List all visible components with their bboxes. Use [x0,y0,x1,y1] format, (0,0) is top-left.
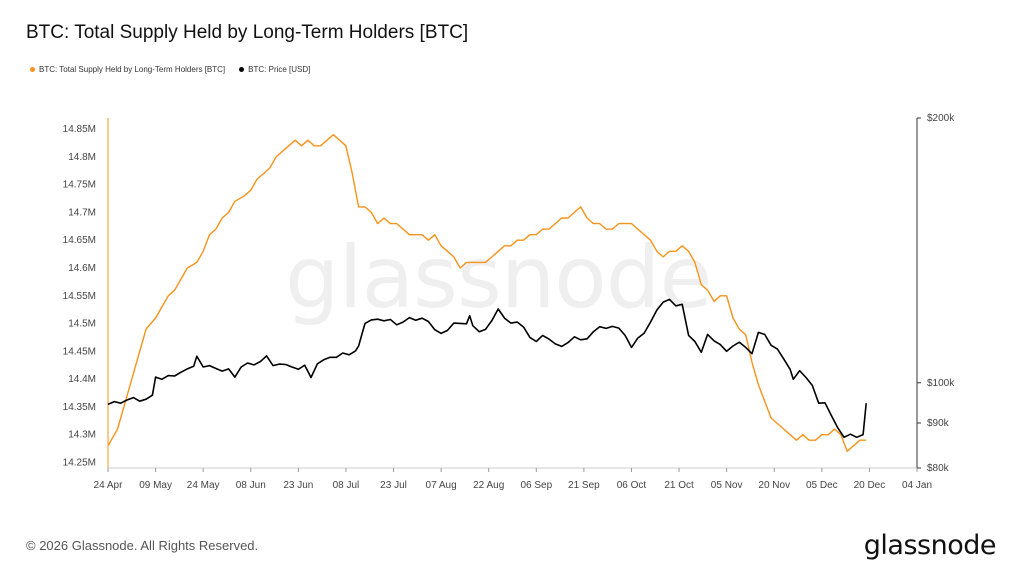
y-left-tick-label: 14.45M [63,346,96,357]
brand-logo: glassnode [863,530,997,561]
y-right-tick-label: $200k [927,113,955,124]
legend-swatch-price [239,67,245,72]
x-tick-label: 09 May [139,480,172,491]
watermark: glassnode [285,228,712,328]
legend: BTC: Total Supply Held by Long-Term Hold… [30,65,310,74]
y-left-tick-label: 14.25M [63,457,96,468]
x-tick-label: 08 Jun [236,480,266,491]
y-left-tick-label: 14.65M [63,235,96,246]
x-tick-label: 04 Jan [902,480,932,491]
y-left-tick-label: 14.3M [68,430,96,441]
x-tick-label: 21 Sep [568,480,600,491]
x-tick-label: 07 Aug [426,480,457,491]
y-left-tick-label: 14.5M [68,319,96,330]
y-right-tick-label: $80k [927,463,950,474]
y-left-tick-label: 14.6M [68,263,96,274]
y-left-tick-label: 14.4M [68,374,96,385]
chart-canvas: 14.25M 14.3M 14.35M 14.4M 14.45M 14.5M 14.55M 1… [63,113,956,491]
legend-swatch-lth-supply [30,67,35,72]
y-left-tick-label: 14.85M [63,124,96,135]
y-left-tick-label: 14.75M [63,180,96,191]
chart-title: BTC: Total Supply Held by Long-Term Hold… [26,22,469,43]
x-tick-label: 22 Aug [473,480,504,491]
x-tick-label: 20 Dec [854,480,886,491]
x-tick-label: 06 Oct [617,480,647,491]
x-tick-label: 06 Sep [520,480,552,491]
y-left-tick-label: 14.8M [68,152,96,163]
btc-price-line [107,298,867,439]
x-tick-label: 24 May [187,480,220,491]
y-right-tick-label: $100k [927,378,955,389]
y-left-tick-label: 14.7M [68,207,96,218]
legend-item-lth-supply[interactable]: BTC: Total Supply Held by Long-Term Hold… [30,65,225,74]
y-left-tick-label: 14.35M [63,402,96,413]
x-tick-label: 08 Jul [333,480,360,491]
y-right-tick-label: $90k [927,418,950,429]
x-tick-label: 21 Oct [664,480,694,491]
legend-label-lth-supply: BTC: Total Supply Held by Long-Term Hold… [39,65,226,74]
x-tick-label: 23 Jun [283,480,313,491]
copyright-text: © 2026 Glassnode. All Rights Reserved. [26,538,259,553]
y-left-tick-label: 14.55M [63,291,96,302]
x-tick-label: 24 Apr [94,480,124,491]
x-tick-label: 23 Jul [380,480,407,491]
legend-label-price: BTC: Price [USD] [248,65,311,74]
x-tick-label: 20 Nov [758,480,790,491]
x-tick-label: 05 Dec [806,480,838,491]
legend-item-price[interactable]: BTC: Price [USD] [239,65,310,74]
x-tick-label: 05 Nov [711,480,743,491]
lth-supply-line [107,133,867,452]
